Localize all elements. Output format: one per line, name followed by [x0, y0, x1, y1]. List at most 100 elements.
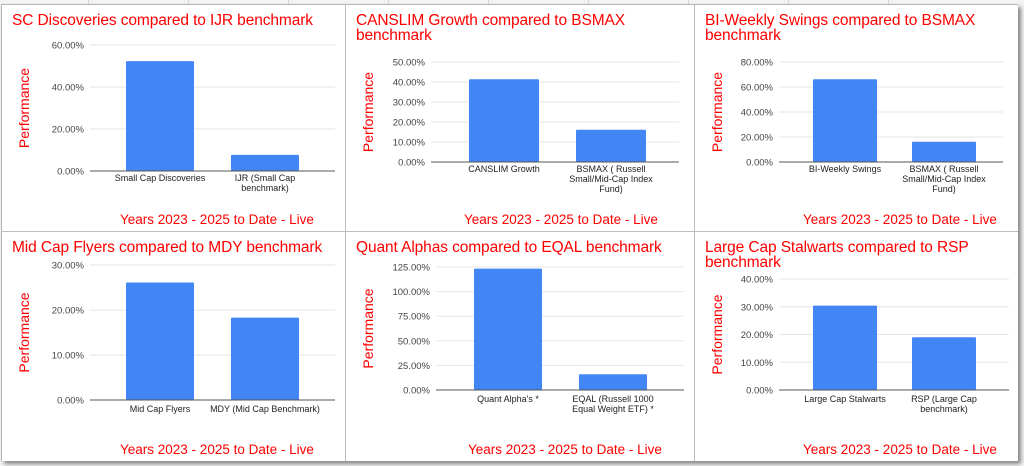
x-category-label-line: Small Cap Discoveries [115, 173, 206, 183]
x-category-label: IJR (Small Cap benchmark) [235, 173, 296, 193]
x-category-label-line: Fund) [599, 184, 623, 194]
bar[interactable] [126, 61, 194, 171]
x-category-label: BSMAX ( Russell Small/Mid-Cap Index Fund) [902, 164, 986, 194]
x-category-label-line: Fund) [932, 184, 956, 194]
column-gridline [588, 0, 589, 4]
chart-title-line: CANSLIM Growth compared to BSMAX [356, 12, 626, 29]
y-tick-label: 10.00% [393, 138, 426, 149]
y-tick-label: 0.00% [746, 386, 773, 397]
x-category-label-line: BI-Weekly Swings [809, 164, 882, 174]
bar[interactable] [912, 141, 976, 162]
x-axis-title: Years 2023 - 2025 to Date - Live [120, 212, 314, 227]
x-axis-title: Years 2023 - 2025 to Date - Live [464, 212, 658, 227]
y-axis-label: Performance [16, 292, 32, 372]
chart-title: Mid Cap Flyers compared to MDY benchmark [12, 239, 323, 256]
x-category-label: BSMAX ( Russell Small/Mid-Cap Index Fund) [569, 164, 653, 194]
x-category-label-line: IJR (Small Cap [235, 173, 296, 183]
x-category-label: Large Cap Stalwarts [804, 394, 886, 404]
chart-title-line: BI-Weekly Swings compared to BSMAX [705, 12, 976, 29]
column-gridline [488, 0, 489, 4]
chart-title: Large Cap Stalwarts compared to RSP bench… [705, 240, 969, 271]
x-category-label-line: EQAL (Russell 1000 [572, 394, 653, 404]
chart-panel-canslim-growth[interactable]: CANSLIM Growth compared to BSMAX benchmar… [345, 5, 695, 231]
bar[interactable] [231, 154, 299, 171]
y-tick-label: 20.00% [52, 125, 85, 136]
chart-title-line: benchmark [705, 27, 781, 44]
x-axis-title: Years 2023 - 2025 to Date - Live [468, 442, 662, 457]
x-category-label-line: benchmark) [241, 183, 289, 193]
bar-chart-svg: 0.00% 10.00% 20.00% 30.00% 40.00% Large Cap S… [709, 275, 1009, 457]
x-category-label-line: MDY (Mid Cap Benchmark) [210, 404, 320, 414]
bar[interactable] [813, 79, 877, 162]
column-gridline [888, 0, 889, 4]
y-tick-label: 10.00% [741, 358, 774, 369]
y-axis-label: Performance [360, 72, 376, 152]
y-tick-label: 20.00% [393, 118, 426, 129]
x-category-label: MDY (Mid Cap Benchmark) [210, 404, 320, 414]
y-tick-label: 0.00% [403, 386, 430, 397]
bar[interactable] [813, 305, 877, 390]
y-tick-label: 50.00% [393, 58, 426, 69]
chart-title-line: Quant Alphas compared to EQAL benchmark [356, 239, 662, 256]
y-tick-label: 30.00% [741, 302, 774, 313]
chart-title-line: SC Discoveries compared to IJR benchmark [12, 12, 313, 29]
chart-panel-biweekly-swings[interactable]: BI-Weekly Swings compared to BSMAX benchm… [694, 5, 1018, 231]
x-category-label: Mid Cap Flyers [130, 404, 191, 414]
bar-chart-svg: 0.00% 25.00% 50.00% 75.00% 100.00% 125.00% Qua… [360, 263, 684, 457]
y-tick-label: 20.00% [741, 330, 774, 341]
y-tick-label: 30.00% [393, 98, 426, 109]
y-tick-label: 40.00% [393, 78, 426, 89]
x-axis-title: Years 2023 - 2025 to Date - Live [803, 212, 997, 227]
bar[interactable] [576, 129, 646, 162]
chart-panel-quant-alphas[interactable]: Quant Alphas compared to EQAL benchmark 0… [345, 231, 695, 461]
x-category-label-line: RSP (Large Cap [911, 394, 977, 404]
chart-title-line: Mid Cap Flyers compared to MDY benchmark [12, 239, 323, 256]
chart-panel-mid-cap-flyers[interactable]: Mid Cap Flyers compared to MDY benchmark… [2, 231, 345, 461]
y-tick-label: 20.00% [741, 133, 774, 144]
y-tick-label: 40.00% [741, 108, 774, 119]
chart-panel-large-cap-stalwarts[interactable]: Large Cap Stalwarts compared to RSP bench… [694, 231, 1018, 461]
x-category-label-line: Equal Weight ETF) * [572, 404, 654, 414]
x-category-label-line: BSMAX ( Russell [909, 164, 978, 174]
x-axis-title: Years 2023 - 2025 to Date - Live [120, 442, 314, 457]
x-category-label-line: Small/Mid-Cap Index [569, 174, 653, 184]
y-tick-label: 0.00% [398, 158, 425, 169]
x-category-label: RSP (Large Cap benchmark) [911, 394, 977, 414]
x-category-label-line: Mid Cap Flyers [130, 404, 191, 414]
y-tick-label: 25.00% [398, 361, 431, 372]
charts-image-frame[interactable]: SC Discoveries compared to IJR benchmark… [1, 4, 1018, 461]
y-tick-label: 100.00% [392, 287, 430, 298]
chart-title: SC Discoveries compared to IJR benchmark [12, 12, 313, 29]
x-category-label: Quant Alpha's * [477, 394, 539, 404]
x-category-label: Small Cap Discoveries [115, 173, 206, 183]
column-gridline [88, 0, 89, 4]
x-category-label-line: BSMAX ( Russell [576, 164, 645, 174]
x-category-label-line: benchmark) [920, 404, 968, 414]
y-axis-label: Performance [16, 68, 32, 148]
y-axis-label: Performance [709, 72, 725, 152]
bar[interactable] [469, 79, 539, 162]
y-tick-label: 20.00% [52, 306, 85, 317]
y-tick-label: 30.00% [52, 261, 85, 272]
column-gridline [688, 0, 689, 4]
bar-chart-svg: 0.00% 20.00% 40.00% 60.00% Small Cap Discove… [16, 41, 335, 227]
chart-title-line: benchmark [705, 254, 781, 271]
x-category-label: CANSLIM Growth [468, 164, 540, 174]
chart-title-line: benchmark [356, 27, 432, 44]
bar-chart-svg: 0.00% 10.00% 20.00% 30.00% Mid Cap Flyers MDY… [16, 261, 335, 457]
chart-title: BI-Weekly Swings compared to BSMAX benchm… [705, 12, 976, 44]
x-category-label-line: Small/Mid-Cap Index [902, 174, 986, 184]
bar[interactable] [474, 268, 542, 390]
x-category-label: EQAL (Russell 1000 Equal Weight ETF) * [572, 394, 654, 414]
chart-panel-sc-discoveries[interactable]: SC Discoveries compared to IJR benchmark… [2, 5, 345, 231]
x-axis-title: Years 2023 - 2025 to Date - Live [803, 442, 997, 457]
bar-chart-svg: 0.00% 20.00% 40.00% 60.00% 80.00% BI-Weekly S… [709, 58, 1003, 227]
bar[interactable] [579, 374, 647, 390]
column-gridline [788, 0, 789, 4]
bar[interactable] [231, 317, 299, 400]
bar[interactable] [126, 282, 194, 400]
x-category-label-line: Quant Alpha's * [477, 394, 539, 404]
bar[interactable] [912, 337, 976, 390]
y-tick-label: 0.00% [57, 167, 84, 178]
y-tick-label: 60.00% [52, 41, 85, 52]
